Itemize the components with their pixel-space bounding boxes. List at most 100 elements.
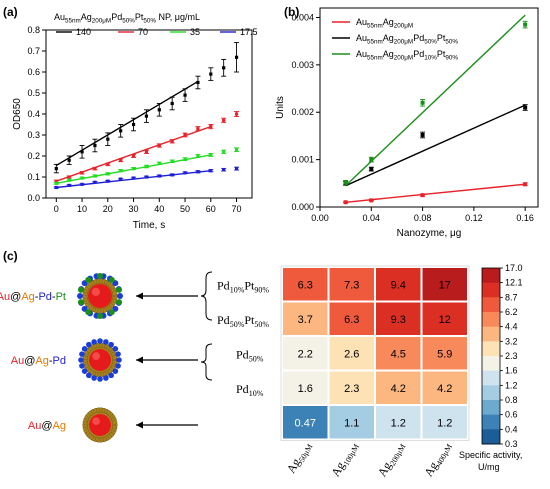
heatmap-value: 1.1	[344, 417, 359, 429]
heatmap-cell	[376, 302, 421, 335]
pt-atom	[85, 276, 92, 283]
panel-label-a: (a)	[3, 5, 18, 19]
y-tick-label-a: 0.7	[27, 46, 40, 56]
y-tick-label-a: 0.5	[27, 88, 40, 98]
data-point-a	[67, 178, 71, 182]
colorbar-segment	[482, 370, 500, 386]
x-tick-label-b: 0.16	[516, 213, 534, 223]
fit-line-b	[345, 14, 526, 187]
colorbar-tick-label: 2.3	[505, 351, 518, 361]
heatmap-value: 12	[439, 314, 451, 326]
data-point-a	[209, 153, 213, 157]
data-point-a	[222, 168, 226, 172]
colorbar-segment	[482, 297, 500, 313]
plot-frame-b	[319, 7, 539, 208]
data-point-a	[144, 175, 149, 179]
colorbar-segment	[482, 429, 500, 445]
data-point-b	[369, 157, 374, 162]
y-tick-label-a: 0.2	[27, 151, 40, 161]
heatmap-cell	[283, 302, 328, 335]
colorbar-segment	[482, 414, 500, 430]
ag-atom	[112, 354, 118, 360]
heatmap-cell	[329, 337, 374, 370]
data-point-a	[67, 183, 71, 187]
data-point-a	[106, 179, 110, 183]
plot-frame-a	[45, 29, 253, 199]
data-point-a	[234, 112, 239, 116]
data-point-a	[157, 161, 161, 165]
data-point-a	[93, 143, 97, 148]
legend-entry-a: 140	[76, 27, 91, 37]
data-point-a	[106, 137, 110, 141]
pd-atom	[79, 351, 85, 357]
brace-pt	[200, 271, 213, 321]
heatmap-col-label: Ag50μM	[284, 439, 315, 477]
heatmap-value: 5.9	[437, 348, 452, 360]
heatmap-row-label: Pd10%Pt90%	[217, 278, 269, 294]
heatmap-value: 4.2	[391, 383, 406, 395]
pt-atom	[77, 286, 84, 293]
legend-entry-b: Au55nmAg200μM	[356, 17, 413, 29]
pt-atom	[108, 276, 115, 283]
y-tick-label-a: 0.8	[27, 25, 40, 35]
data-point-a	[209, 72, 213, 76]
colorbar-tick-label: 12.1	[505, 278, 523, 288]
pd-atom	[86, 341, 92, 348]
pd-atom	[103, 375, 109, 381]
pd-atom	[97, 338, 103, 344]
x-axis-label-b: Nanozyme, μg	[397, 228, 462, 239]
colorbar-segment	[482, 326, 500, 342]
y-tick-label-a: 0.6	[27, 67, 40, 77]
heatmap-cell	[422, 406, 467, 439]
colorbar-segment	[482, 385, 500, 401]
pt-atom	[97, 273, 103, 279]
structure-label: Au@Ag	[28, 420, 66, 432]
data-point-b	[343, 180, 348, 185]
chart-b: 0.00 0.04 0.08 0.12 0.16 0.000 0.001 0.002 0.003…	[275, 7, 539, 239]
colorbar-label: Specific activity,	[459, 450, 522, 460]
pt-atom	[116, 286, 123, 293]
data-point-b	[420, 193, 425, 198]
colorbar-tick-label: 1.6	[505, 366, 518, 376]
x-tick-label-a: 70	[232, 204, 242, 214]
brace-pd	[200, 343, 213, 381]
colorbar-tick-label: 0.4	[505, 424, 518, 434]
chart-c: Au@Ag-Pd-Pt Au@Ag-Pd Au@Ag 6.3 7.3 9.4 17 3.7 6.…	[0, 263, 523, 479]
x-tick-label-a: 20	[103, 204, 113, 214]
colorbar-segment	[482, 312, 500, 328]
data-point-a	[183, 133, 187, 137]
nanoparticle	[78, 338, 122, 382]
au-core	[89, 414, 111, 436]
heatmap-cell	[329, 371, 374, 404]
data-point-a	[196, 170, 200, 174]
heatmap-value: 9.3	[391, 314, 406, 326]
heatmap-cell	[329, 302, 374, 335]
heatmap-cell	[376, 406, 421, 439]
heatmap-row-label: Pd50%	[236, 347, 264, 363]
y-tick-label-b: 0.000	[291, 202, 314, 212]
heatmap-cell	[422, 337, 467, 370]
data-point-a	[106, 172, 110, 176]
x-tick-label-b: 0.12	[465, 213, 483, 223]
x-tick-label-b: 0.08	[414, 213, 432, 223]
colorbar-tick-label: 3.2	[505, 336, 518, 346]
heatmap-value: 7.3	[344, 279, 359, 291]
structure-label: Au@Ag-Pd	[11, 355, 66, 367]
x-tick-label-a: 60	[206, 204, 216, 214]
data-point-a	[157, 174, 161, 178]
pt-atom	[116, 299, 123, 306]
ag-atom	[112, 419, 118, 425]
data-point-b	[523, 182, 528, 187]
colorbar-segment	[482, 341, 500, 357]
heatmap-value: 4.5	[391, 348, 406, 360]
fit-line-b	[345, 183, 526, 203]
y-tick-label-a: 0.3	[27, 130, 40, 140]
pd-atom	[81, 346, 88, 352]
colorbar-segment	[482, 356, 500, 372]
heatmap-cell	[283, 406, 328, 439]
data-point-a	[170, 101, 174, 106]
data-point-a	[67, 175, 71, 179]
y-axis-label-a: OD650	[12, 98, 23, 130]
panel-label-c: (c)	[3, 249, 18, 263]
data-point-a	[170, 139, 174, 143]
